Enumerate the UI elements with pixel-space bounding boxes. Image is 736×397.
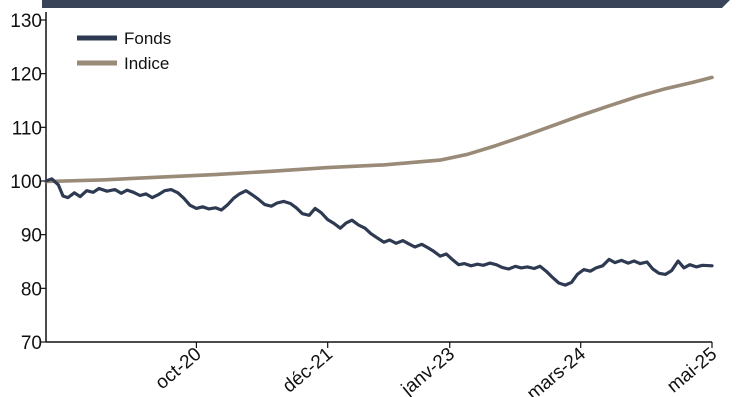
x-tick-group: oct-20 déc-21 janv-23 mars-24 mai-25: [152, 342, 721, 397]
x-tick-label: janv-23: [397, 344, 459, 397]
y-tick-label: 130: [10, 11, 42, 32]
legend-label-indice: Indice: [124, 54, 169, 73]
series-layer: [44, 75, 714, 287]
legend-label-fonds: Fonds: [124, 29, 171, 48]
y-tick-label: 80: [21, 279, 42, 300]
y-tick-label: 90: [21, 226, 42, 247]
x-tick-label: mars-24: [523, 343, 590, 397]
x-tick-label: mai-25: [663, 344, 721, 397]
series-line-fonds: [44, 177, 714, 287]
x-tick-label: oct-20: [152, 344, 206, 394]
header-band: [42, 0, 730, 8]
y-tick-group: 70 80 90 100 110 120 130: [10, 11, 46, 354]
y-tick-label: 120: [10, 65, 42, 86]
series-line-indice: [44, 75, 714, 184]
y-tick-label: 110: [12, 118, 42, 139]
legend: Fonds Indice: [77, 29, 171, 73]
y-tick-label: 100: [10, 172, 42, 193]
y-tick-label: 70: [21, 333, 42, 354]
x-tick-label: déc-21: [279, 344, 337, 397]
